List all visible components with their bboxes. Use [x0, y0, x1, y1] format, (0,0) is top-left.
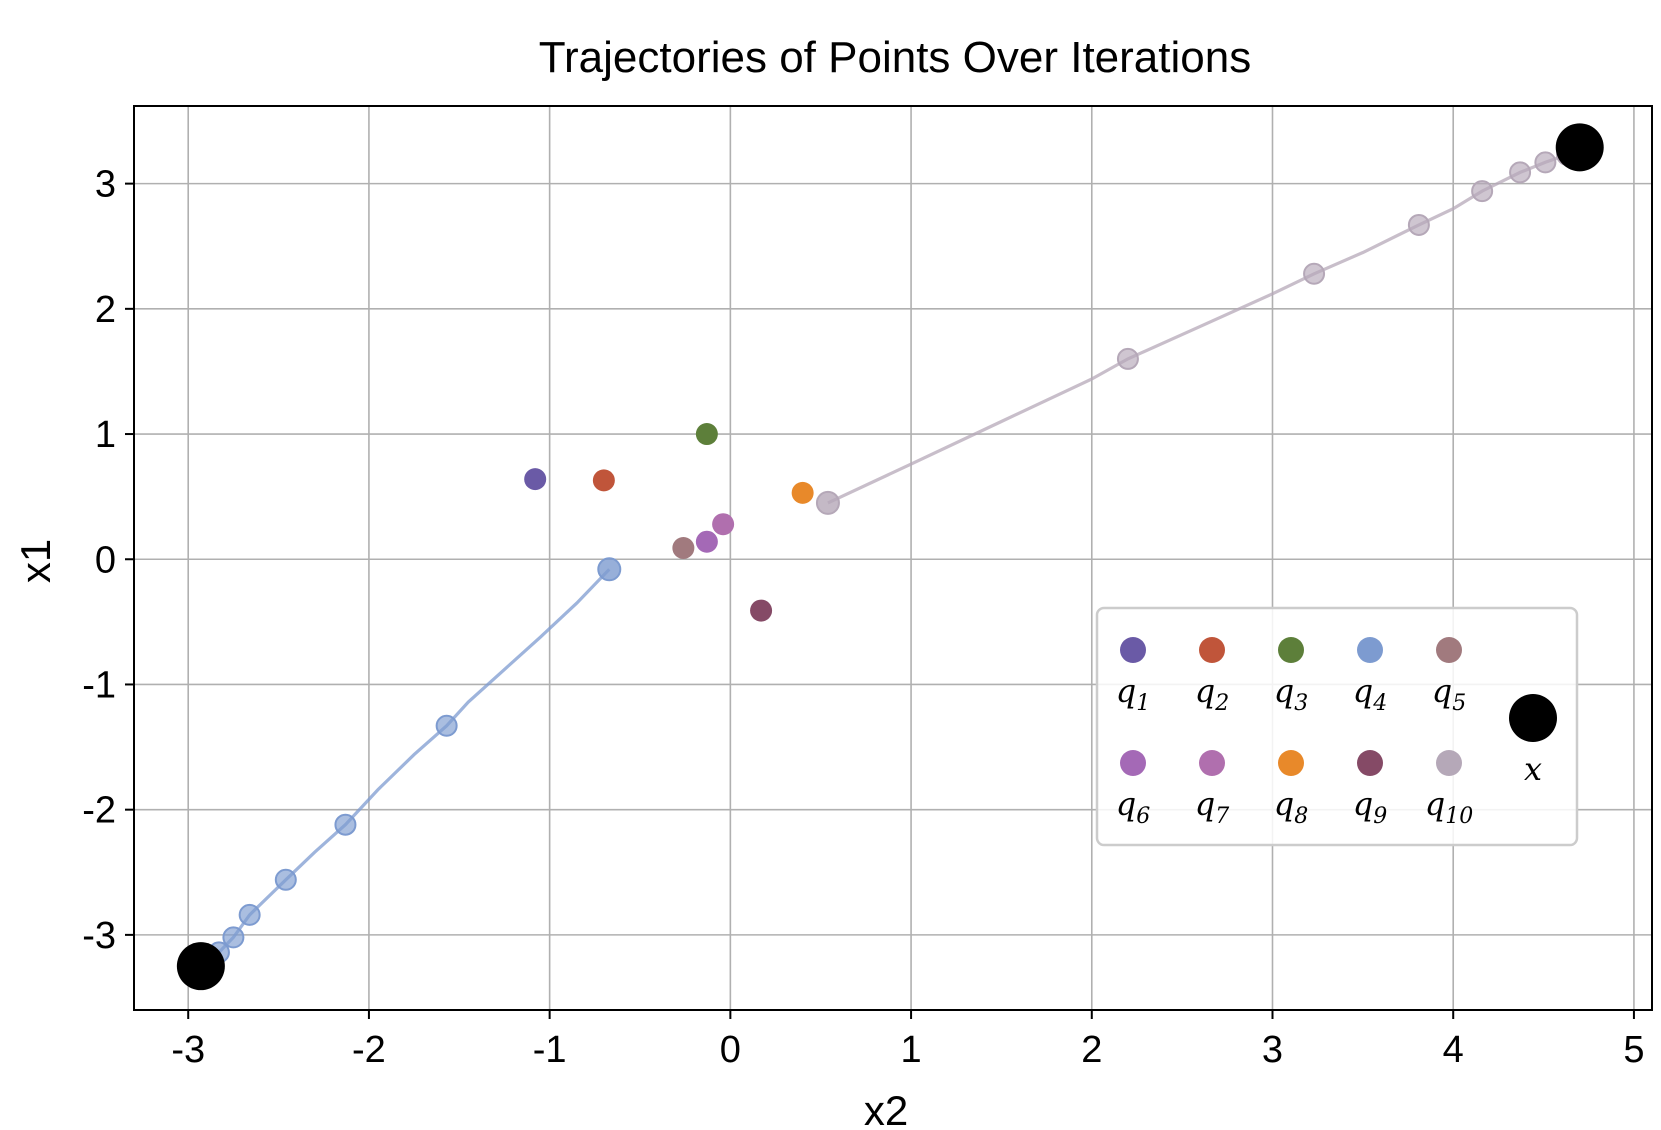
y-tick-label: 3	[95, 164, 116, 206]
point-q6	[695, 530, 718, 553]
legend-box	[1095, 606, 1579, 847]
legend-marker-q8	[1278, 750, 1304, 776]
y-tick-label: 1	[95, 414, 116, 456]
y-axis-label: x1	[12, 539, 59, 583]
legend-marker-q6	[1120, 750, 1146, 776]
legend-marker-x	[1509, 694, 1557, 742]
legend-label-q10: q10	[1425, 785, 1473, 829]
trajectory-point-q10	[1534, 151, 1557, 174]
data-points	[176, 123, 1604, 991]
legend-label-q9: q9	[1353, 785, 1387, 829]
x-tick-label: 4	[1443, 1029, 1464, 1071]
x-axis-ticks: -3 -2 -1 0 1 2 3 4 5	[171, 1010, 1644, 1071]
x-tick-label: 2	[1081, 1029, 1102, 1071]
x-tick-label: 5	[1623, 1029, 1644, 1071]
y-tick-label: 2	[95, 289, 116, 331]
trajectory-point-q10	[1509, 161, 1532, 184]
trajectory-point-q4	[238, 903, 261, 926]
legend-label-q1: q1	[1116, 672, 1150, 716]
point-q1	[524, 468, 547, 491]
x-tick-label: -3	[171, 1029, 205, 1071]
x-tick-label: -2	[352, 1029, 386, 1071]
y-axis-ticks: -3 -2 -1 0 1 2 3	[82, 164, 134, 957]
x-tick-label: 0	[720, 1029, 741, 1071]
y-tick-label: 0	[95, 539, 116, 581]
trajectory-point-q10	[1407, 213, 1430, 236]
y-tick-label: -2	[82, 790, 116, 832]
legend-marker-q10	[1436, 750, 1462, 776]
trajectory-point-q4	[222, 926, 245, 949]
trajectory-line-q4	[199, 568, 611, 968]
x-axis-label: x2	[864, 1087, 908, 1130]
y-tick-label: -1	[82, 664, 116, 706]
legend: q1 q2 q3 q4 q5 q6 q7 q8 q9 q10 x	[1095, 606, 1579, 847]
legend-label-q8: q8	[1274, 785, 1308, 829]
legend-marker-q1	[1120, 637, 1146, 663]
target-point-x	[1555, 123, 1604, 172]
legend-marker-q9	[1357, 750, 1383, 776]
point-q4	[597, 557, 622, 582]
x-tick-label: -1	[533, 1029, 567, 1071]
trajectory-line-q10	[827, 148, 1581, 505]
point-q7	[712, 513, 735, 536]
legend-marker-q4	[1357, 637, 1383, 663]
legend-label-q2: q2	[1195, 672, 1229, 716]
legend-label-q5: q5	[1432, 672, 1466, 716]
plot-frame	[133, 105, 1653, 1011]
x-tick-label: 1	[901, 1029, 922, 1071]
x-tick-label: 3	[1262, 1029, 1283, 1071]
grid-lines	[134, 106, 1652, 1010]
chart-title: Trajectories of Points Over Iterations	[539, 33, 1251, 82]
legend-marker-q3	[1278, 637, 1304, 663]
point-q3	[695, 423, 718, 446]
target-point-x	[176, 942, 225, 991]
point-q5	[672, 536, 695, 559]
trajectory-point-q4	[435, 714, 458, 737]
legend-label-q4: q4	[1353, 672, 1387, 716]
trajectory-point-q4	[334, 813, 357, 836]
legend-label-q7: q7	[1195, 785, 1229, 829]
point-q10	[815, 490, 840, 515]
legend-label-q3: q3	[1274, 672, 1308, 716]
legend-label-q6: q6	[1116, 785, 1150, 829]
legend-marker-q7	[1199, 750, 1225, 776]
y-tick-label: -3	[82, 915, 116, 957]
legend-marker-q2	[1199, 637, 1225, 663]
legend-marker-q5	[1436, 637, 1462, 663]
trajectory-point-q10	[1471, 180, 1494, 203]
trajectory-point-q4	[274, 868, 297, 891]
point-q2	[592, 469, 615, 492]
trajectory-point-q10	[1116, 347, 1139, 370]
legend-label-x: x	[1524, 750, 1542, 788]
trajectory-point-q10	[1303, 262, 1326, 285]
point-q8	[791, 481, 814, 504]
point-q9	[750, 599, 773, 622]
